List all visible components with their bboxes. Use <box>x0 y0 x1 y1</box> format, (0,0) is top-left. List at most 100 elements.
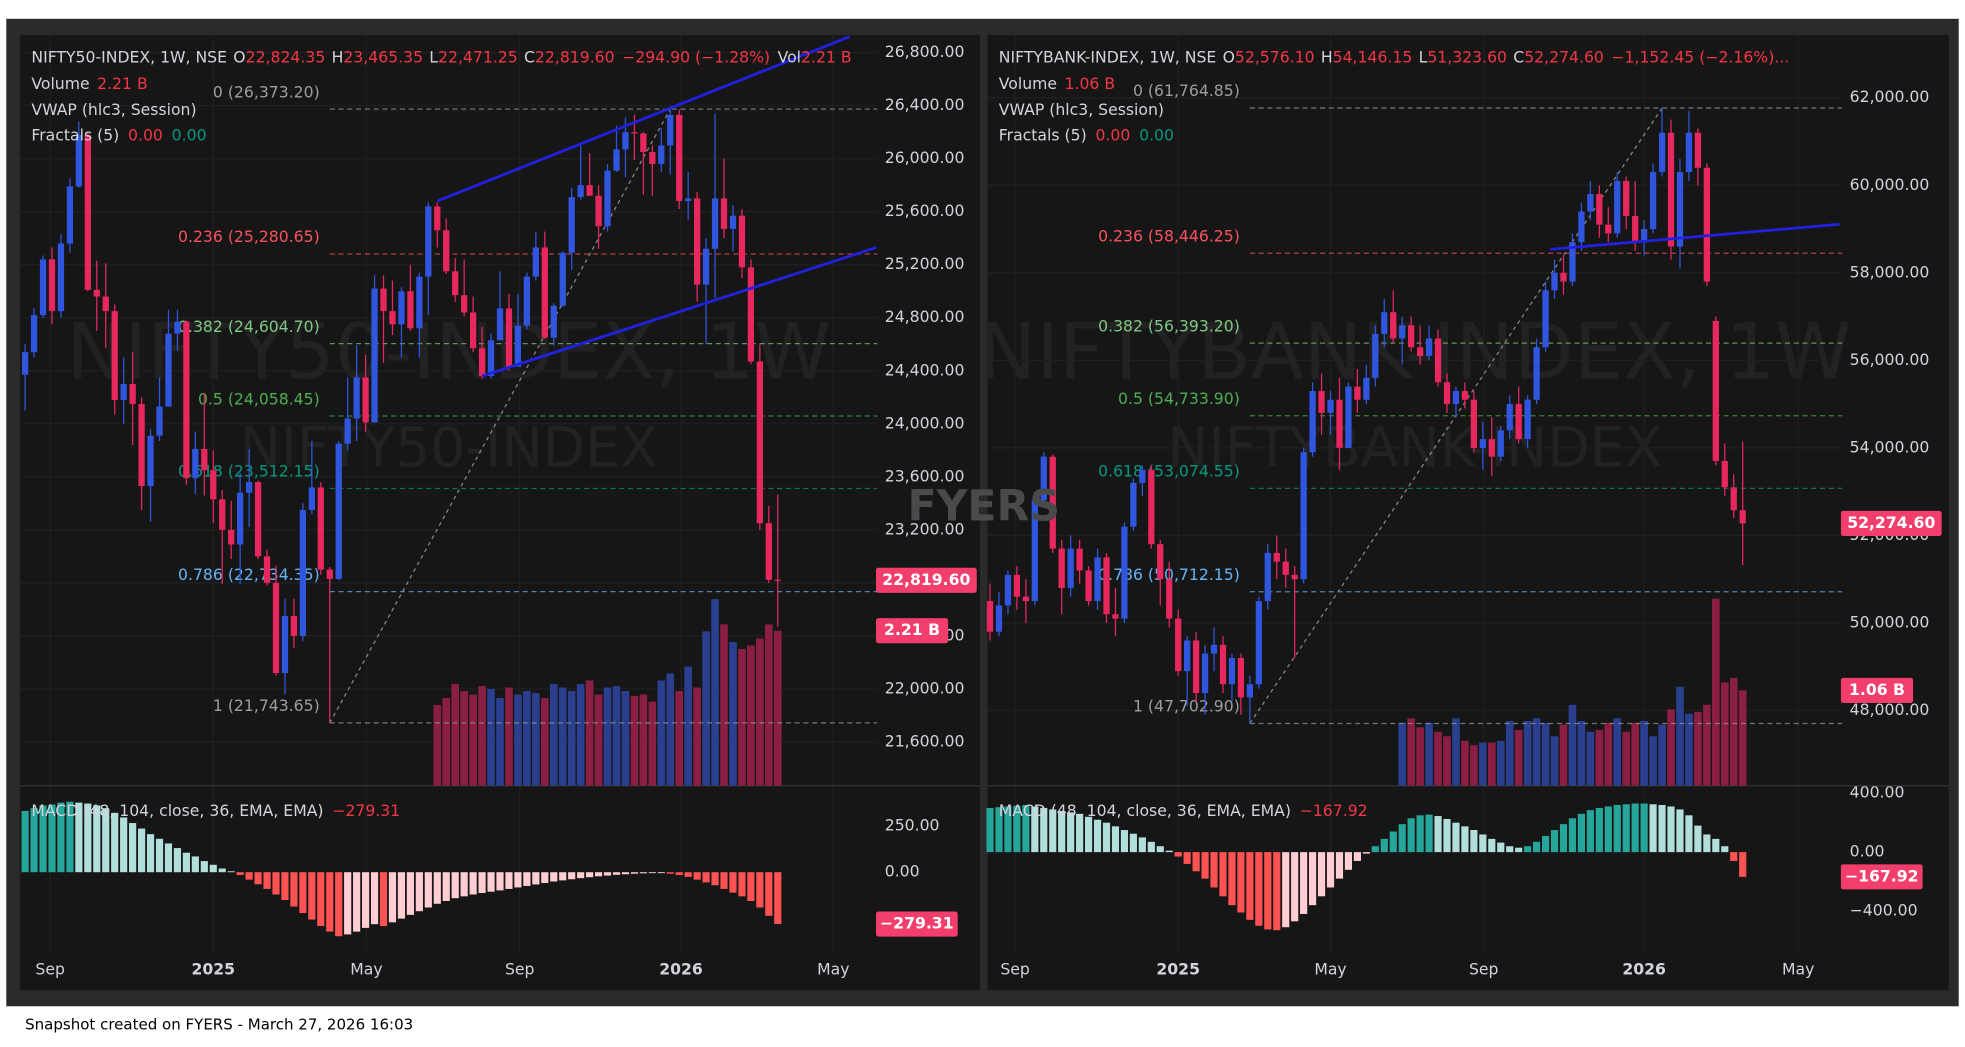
macd-bar <box>1013 805 1021 853</box>
candle-body <box>1148 469 1155 545</box>
macd-bar <box>1712 838 1720 853</box>
volume-bar <box>576 683 585 786</box>
macd-bar <box>1111 826 1120 853</box>
candle-body <box>1291 574 1298 580</box>
volume-tag-box <box>875 618 949 644</box>
candle-body <box>774 579 781 581</box>
legend-value: −167.92 <box>1300 800 1368 819</box>
candle-body <box>1479 439 1486 448</box>
volume-bar <box>1703 704 1711 786</box>
macd-bar <box>57 802 65 873</box>
candle-body <box>237 492 244 545</box>
volume-legend: Volume 2.21 B <box>31 73 147 92</box>
macd-bar <box>138 828 146 873</box>
macd-bar <box>1138 837 1146 853</box>
candle-body <box>1067 548 1074 588</box>
x-tick-label: May <box>350 959 382 978</box>
macd-bar <box>1595 807 1603 853</box>
candle-body <box>317 487 324 570</box>
macd-bar <box>1309 852 1317 906</box>
volume-bar <box>684 666 692 786</box>
legend-name: Fractals (5) <box>31 125 119 144</box>
candle-body <box>416 276 423 329</box>
volume-bar <box>1425 722 1433 786</box>
y-tick-label: 23,600.00 <box>885 466 965 485</box>
volume-bar <box>1452 718 1460 786</box>
macd-bar <box>639 872 647 874</box>
macd-tag-box <box>1840 864 1923 890</box>
candle-body <box>147 435 154 487</box>
candle-body <box>1076 548 1083 571</box>
candle-body <box>1327 399 1334 413</box>
fib-label: 0 (61,764.85) <box>1133 81 1240 100</box>
macd-bar <box>720 872 728 889</box>
legend-name: Fractals (5) <box>999 125 1087 144</box>
macd-bar <box>1004 806 1012 853</box>
candle-body <box>667 114 674 146</box>
macd-bar <box>765 872 773 916</box>
candle-body <box>165 333 172 407</box>
volume-bar <box>1407 718 1415 786</box>
volume-tag: 1.06 B <box>1849 680 1905 699</box>
volume-bar <box>1622 731 1631 786</box>
candle-body <box>183 321 190 479</box>
volume-bar <box>765 624 773 786</box>
macd-bar <box>379 872 388 927</box>
macd-bar <box>227 871 235 873</box>
volume-bar <box>549 683 558 786</box>
candle-body <box>201 448 208 471</box>
macd-bar <box>1506 846 1514 853</box>
candle-body <box>1022 596 1029 602</box>
macd-bar <box>415 872 423 912</box>
vwap-legend: VWAP (hlc3, Session) <box>999 100 1164 119</box>
macd-bar <box>254 872 262 885</box>
legend-value: 0.00 <box>172 125 207 144</box>
volume-bar <box>433 705 442 786</box>
macd-bar <box>1739 852 1747 877</box>
candle-body <box>1569 242 1576 282</box>
candle-body <box>1246 684 1254 698</box>
fib-label: 0.618 (53,074.55) <box>1098 462 1240 481</box>
ohlc-value: 23,465.35 <box>343 47 423 66</box>
macd-bar <box>559 872 567 881</box>
macd-bar <box>1559 824 1568 853</box>
candle-body <box>129 384 136 404</box>
candle-body <box>1031 500 1038 602</box>
candle-body <box>995 605 1003 632</box>
macd-bar <box>442 872 450 901</box>
macd-bar <box>986 807 994 853</box>
macd-bar <box>1470 830 1478 853</box>
candle-body <box>1255 601 1262 685</box>
candle-body <box>1524 399 1531 440</box>
candle-body <box>39 259 47 316</box>
candle-body <box>658 145 665 164</box>
macd-bar <box>1067 812 1075 853</box>
macd-bar <box>1568 818 1577 853</box>
volume-bar <box>675 691 684 786</box>
macd-bar <box>173 848 182 873</box>
candle-body <box>1542 290 1549 348</box>
candle-body <box>1649 172 1657 230</box>
macd-bar <box>326 872 334 932</box>
candle-body <box>1049 456 1056 549</box>
volume-bar <box>639 694 648 786</box>
macd-bar <box>388 872 397 923</box>
chart-header: NIFTY50-INDEX, 1W, NSE O22,824.35 H23,465.… <box>31 47 851 66</box>
volume-bar <box>1586 731 1595 786</box>
macd-bar <box>263 872 271 889</box>
volume-bar <box>1676 686 1684 786</box>
ohlc-label: C <box>524 47 535 66</box>
fib-label: 0.236 (58,446.25) <box>1098 226 1240 245</box>
ohlc-value: 52,576.10 <box>1235 47 1315 66</box>
macd-bar <box>594 872 603 877</box>
legend-name: Volume <box>999 73 1057 92</box>
candle-body <box>57 243 65 312</box>
candle-body <box>1578 211 1585 243</box>
macd-bar <box>1165 850 1173 853</box>
x-tick-label: May <box>817 959 849 978</box>
macd-bar <box>1129 833 1137 853</box>
candle-body <box>1381 312 1388 335</box>
y-tick-label: 26,400.00 <box>885 95 965 114</box>
macd-bar <box>756 872 764 908</box>
macd-bar <box>1264 852 1272 930</box>
